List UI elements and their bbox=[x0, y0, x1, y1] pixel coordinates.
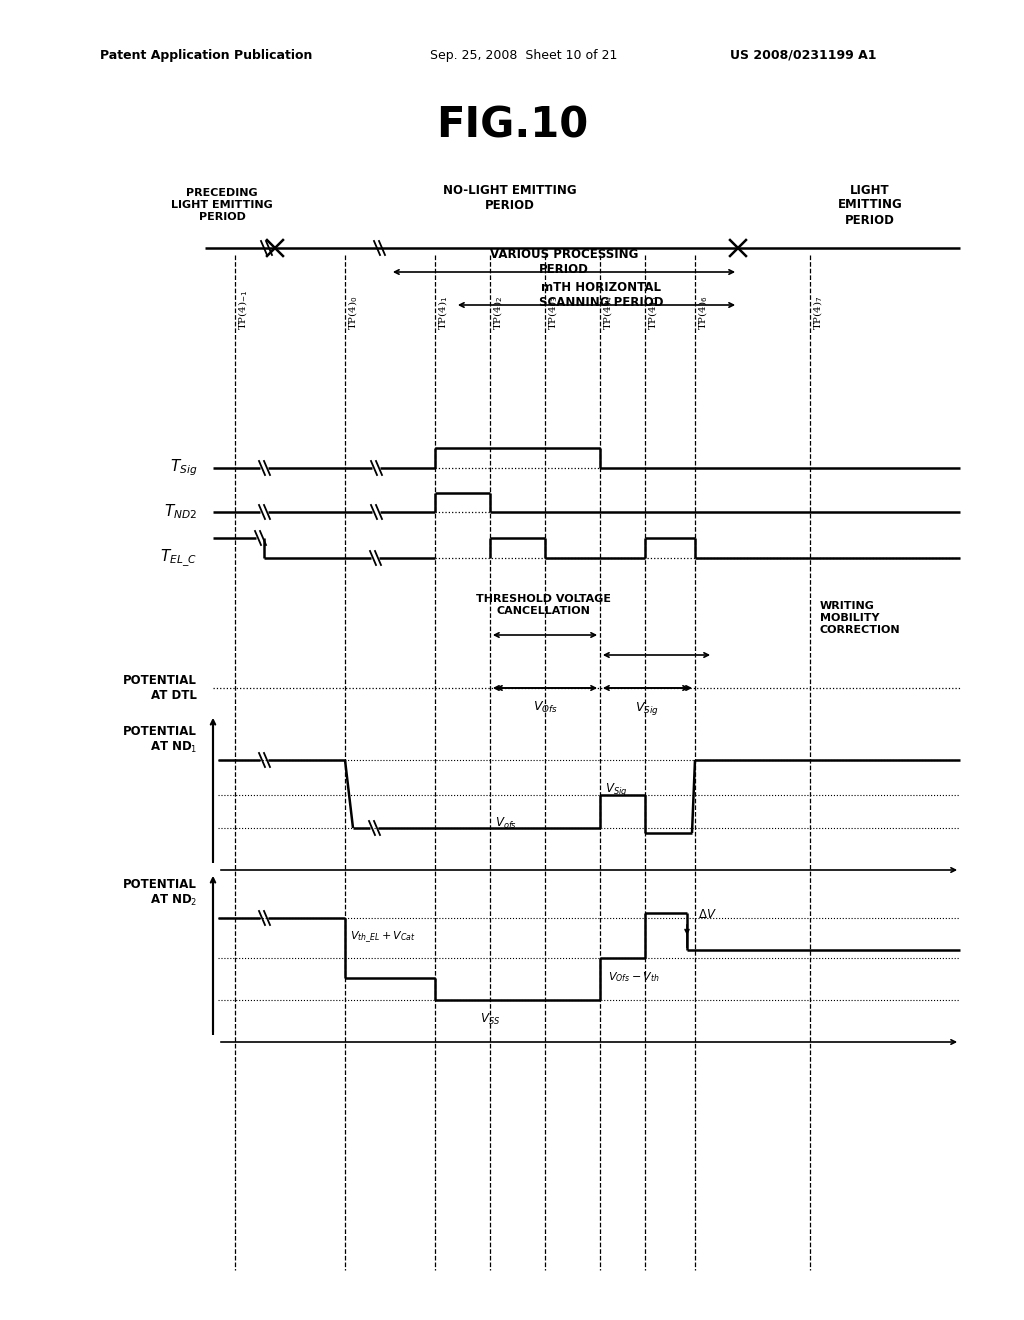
Text: $V_{th\_EL}+V_{Cat}$: $V_{th\_EL}+V_{Cat}$ bbox=[350, 931, 416, 945]
Text: THRESHOLD VOLTAGE
CANCELLATION: THRESHOLD VOLTAGE CANCELLATION bbox=[475, 594, 610, 616]
Text: VARIOUS PROCESSING
PERIOD: VARIOUS PROCESSING PERIOD bbox=[489, 248, 638, 276]
Text: Patent Application Publication: Patent Application Publication bbox=[100, 49, 312, 62]
Text: $V_{SS}$: $V_{SS}$ bbox=[480, 1012, 500, 1027]
Text: POTENTIAL
AT DTL: POTENTIAL AT DTL bbox=[123, 675, 197, 702]
Text: TP(4)$_5$: TP(4)$_5$ bbox=[646, 296, 659, 330]
Text: $V_{Sig}$: $V_{Sig}$ bbox=[605, 781, 628, 799]
Text: PRECEDING
LIGHT EMITTING
PERIOD: PRECEDING LIGHT EMITTING PERIOD bbox=[171, 189, 272, 222]
Text: WRITING
MOBILITY
CORRECTION: WRITING MOBILITY CORRECTION bbox=[820, 602, 901, 635]
Text: TP(4)$_2$: TP(4)$_2$ bbox=[490, 296, 505, 330]
Text: US 2008/0231199 A1: US 2008/0231199 A1 bbox=[730, 49, 877, 62]
Text: TP(4)$_7$: TP(4)$_7$ bbox=[811, 296, 824, 330]
Text: $T_{Sig}$: $T_{Sig}$ bbox=[170, 458, 197, 478]
Text: $\Delta V$: $\Delta V$ bbox=[698, 908, 717, 921]
Text: Sep. 25, 2008  Sheet 10 of 21: Sep. 25, 2008 Sheet 10 of 21 bbox=[430, 49, 617, 62]
Text: POTENTIAL
AT ND$_2$: POTENTIAL AT ND$_2$ bbox=[123, 878, 197, 908]
Text: $T_{EL\_C}$: $T_{EL\_C}$ bbox=[161, 548, 197, 569]
Text: TP(4)$_6$: TP(4)$_6$ bbox=[696, 296, 710, 330]
Text: $V_{Ofs}-V_{th}$: $V_{Ofs}-V_{th}$ bbox=[608, 970, 659, 983]
Text: $T_{ND2}$: $T_{ND2}$ bbox=[164, 503, 197, 521]
Text: TP(4)$_1$: TP(4)$_1$ bbox=[436, 296, 450, 330]
Text: $V_{Ofs}$: $V_{Ofs}$ bbox=[532, 700, 557, 715]
Text: TP(4)$_4$: TP(4)$_4$ bbox=[601, 296, 614, 330]
Text: mTH HORIZONTAL
SCANNING PERIOD: mTH HORIZONTAL SCANNING PERIOD bbox=[539, 281, 664, 309]
Text: POTENTIAL
AT ND$_1$: POTENTIAL AT ND$_1$ bbox=[123, 725, 197, 755]
Text: TP(4)$_0$: TP(4)$_0$ bbox=[346, 296, 359, 330]
Text: NO-LIGHT EMITTING
PERIOD: NO-LIGHT EMITTING PERIOD bbox=[443, 183, 577, 213]
Text: TP(4)$_{-1}$: TP(4)$_{-1}$ bbox=[236, 289, 250, 330]
Text: FIG.10: FIG.10 bbox=[436, 104, 588, 147]
Text: LIGHT
EMITTING
PERIOD: LIGHT EMITTING PERIOD bbox=[838, 183, 902, 227]
Text: $V_{Sig}$: $V_{Sig}$ bbox=[635, 700, 658, 717]
Text: TP(4)$_3$: TP(4)$_3$ bbox=[546, 296, 559, 330]
Text: $V_{ofs}$: $V_{ofs}$ bbox=[495, 816, 517, 832]
